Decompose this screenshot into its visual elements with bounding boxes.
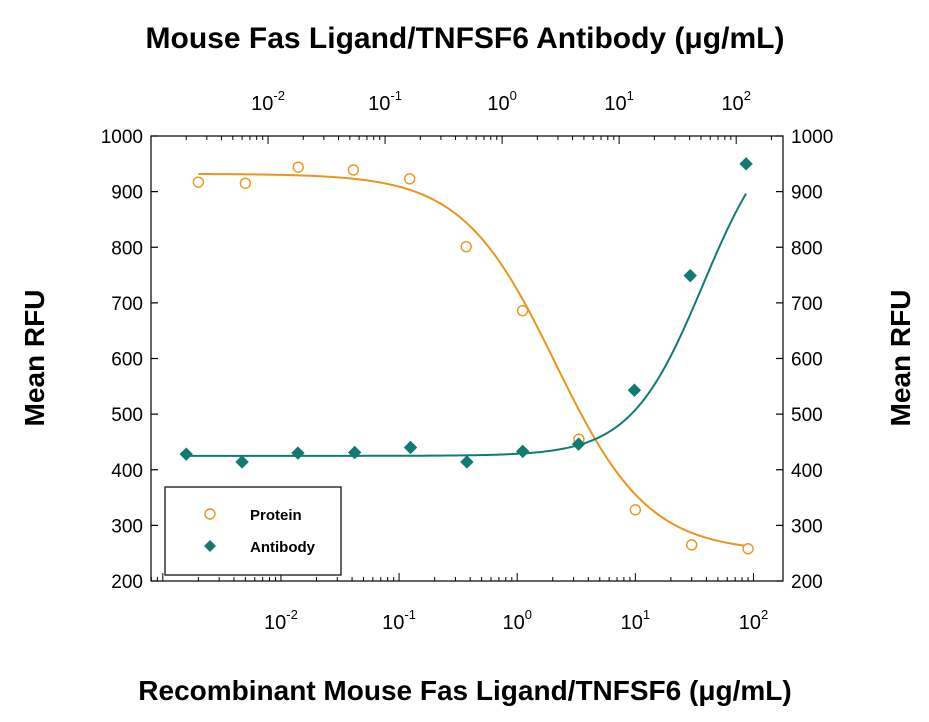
x-tick-base: 10 (739, 612, 761, 634)
x-tick-label-top: 101 (604, 88, 633, 115)
legend-label-antibody: Antibody (250, 539, 316, 556)
chart-title: Mouse Fas Ligand/TNFSF6 Antibody (μg/mL) (146, 22, 785, 55)
x-tick-base: 10 (382, 612, 404, 634)
fit-curve-protein (198, 173, 749, 548)
data-point-protein (403, 173, 416, 185)
legend: Protein Antibody (164, 486, 342, 576)
y-tick-label-right: 900 (791, 183, 823, 204)
y-tick-label-right: 1000 (791, 127, 833, 148)
data-point-antibody (347, 445, 362, 460)
data-point-antibody (627, 383, 642, 397)
legend-box (164, 486, 342, 576)
data-point-protein (685, 539, 698, 551)
x-tick-exponent: -1 (390, 88, 402, 103)
y-tick-label-left: 500 (111, 405, 143, 426)
data-point-protein (347, 164, 360, 176)
data-point-protein (629, 504, 642, 516)
x-tick-label-bottom: 102 (739, 607, 768, 634)
y-tick-label-left: 600 (111, 350, 143, 371)
y-axis-title-left: Mean RFU (19, 290, 50, 427)
y-tick-label-left: 200 (111, 572, 143, 593)
x-tick-base: 10 (264, 612, 286, 634)
data-point-antibody (460, 455, 474, 469)
x-tick-base: 10 (621, 612, 643, 634)
x-tick-exponent: 1 (627, 88, 634, 103)
x-tick-exponent: 0 (510, 88, 517, 103)
y-tick-label-right: 500 (791, 405, 823, 426)
x-tick-base: 10 (721, 93, 743, 115)
fit-curve-antibody (186, 193, 747, 457)
data-point-protein (460, 240, 472, 253)
x-tick-base: 10 (604, 93, 626, 115)
data-point-antibody (739, 157, 753, 171)
x-tick-label-top: 100 (487, 88, 516, 115)
x-tick-label-bottom: 100 (502, 607, 531, 634)
y-tick-label-left: 300 (111, 516, 143, 537)
x-tick-base: 10 (487, 93, 509, 115)
x-tick-exponent: 0 (525, 607, 532, 622)
y-tick-label-left: 900 (111, 183, 143, 204)
legend-label-protein: Protein (250, 507, 302, 524)
x-tick-label-top: 102 (721, 88, 750, 115)
y-tick-label-left: 800 (111, 238, 143, 259)
x-tick-exponent: -2 (286, 607, 298, 622)
x-tick-label-bottom: 10-1 (382, 607, 416, 634)
data-point-antibody (291, 446, 305, 460)
legend-marker-antibody (204, 540, 216, 552)
curves-layer (186, 173, 749, 548)
data-point-protein (292, 161, 304, 173)
data-point-antibody (683, 268, 697, 283)
data-point-antibody (179, 447, 193, 461)
data-point-antibody (516, 444, 530, 459)
data-point-protein (516, 304, 529, 317)
data-point-antibody (235, 455, 249, 469)
x-tick-exponent: -2 (273, 88, 285, 103)
x-tick-label-bottom: 10-2 (264, 607, 298, 634)
data-point-protein (192, 176, 205, 188)
x-tick-exponent: -1 (404, 607, 416, 622)
data-point-protein (742, 543, 754, 555)
y-tick-label-right: 200 (791, 572, 823, 593)
x-tick-base: 10 (502, 612, 524, 634)
y-tick-label-right: 700 (791, 294, 823, 315)
x-axis-title: Recombinant Mouse Fas Ligand/TNFSF6 (μg/… (138, 675, 791, 706)
x-tick-label-bottom: 101 (621, 607, 650, 634)
points-layer (179, 157, 754, 555)
x-tick-label-top: 10-2 (251, 88, 285, 115)
x-tick-label-top: 10-1 (368, 88, 402, 115)
data-point-antibody (403, 440, 418, 455)
legend-marker-protein (204, 508, 216, 520)
y-tick-label-right: 600 (791, 350, 823, 371)
y-axis-title-right: Mean RFU (885, 290, 916, 427)
data-point-antibody (571, 437, 586, 451)
x-tick-exponent: 2 (744, 88, 751, 103)
x-tick-exponent: 1 (643, 607, 650, 622)
x-tick-base: 10 (368, 93, 390, 115)
x-tick-base: 10 (251, 93, 273, 115)
y-tick-label-right: 800 (791, 238, 823, 259)
y-tick-label-right: 400 (791, 461, 823, 482)
x-tick-exponent: 2 (761, 607, 768, 622)
y-tick-label-right: 300 (791, 516, 823, 537)
y-tick-label-left: 700 (111, 294, 143, 315)
y-tick-label-left: 1000 (101, 127, 143, 148)
y-tick-label-left: 400 (111, 461, 143, 482)
data-point-protein (239, 177, 252, 189)
